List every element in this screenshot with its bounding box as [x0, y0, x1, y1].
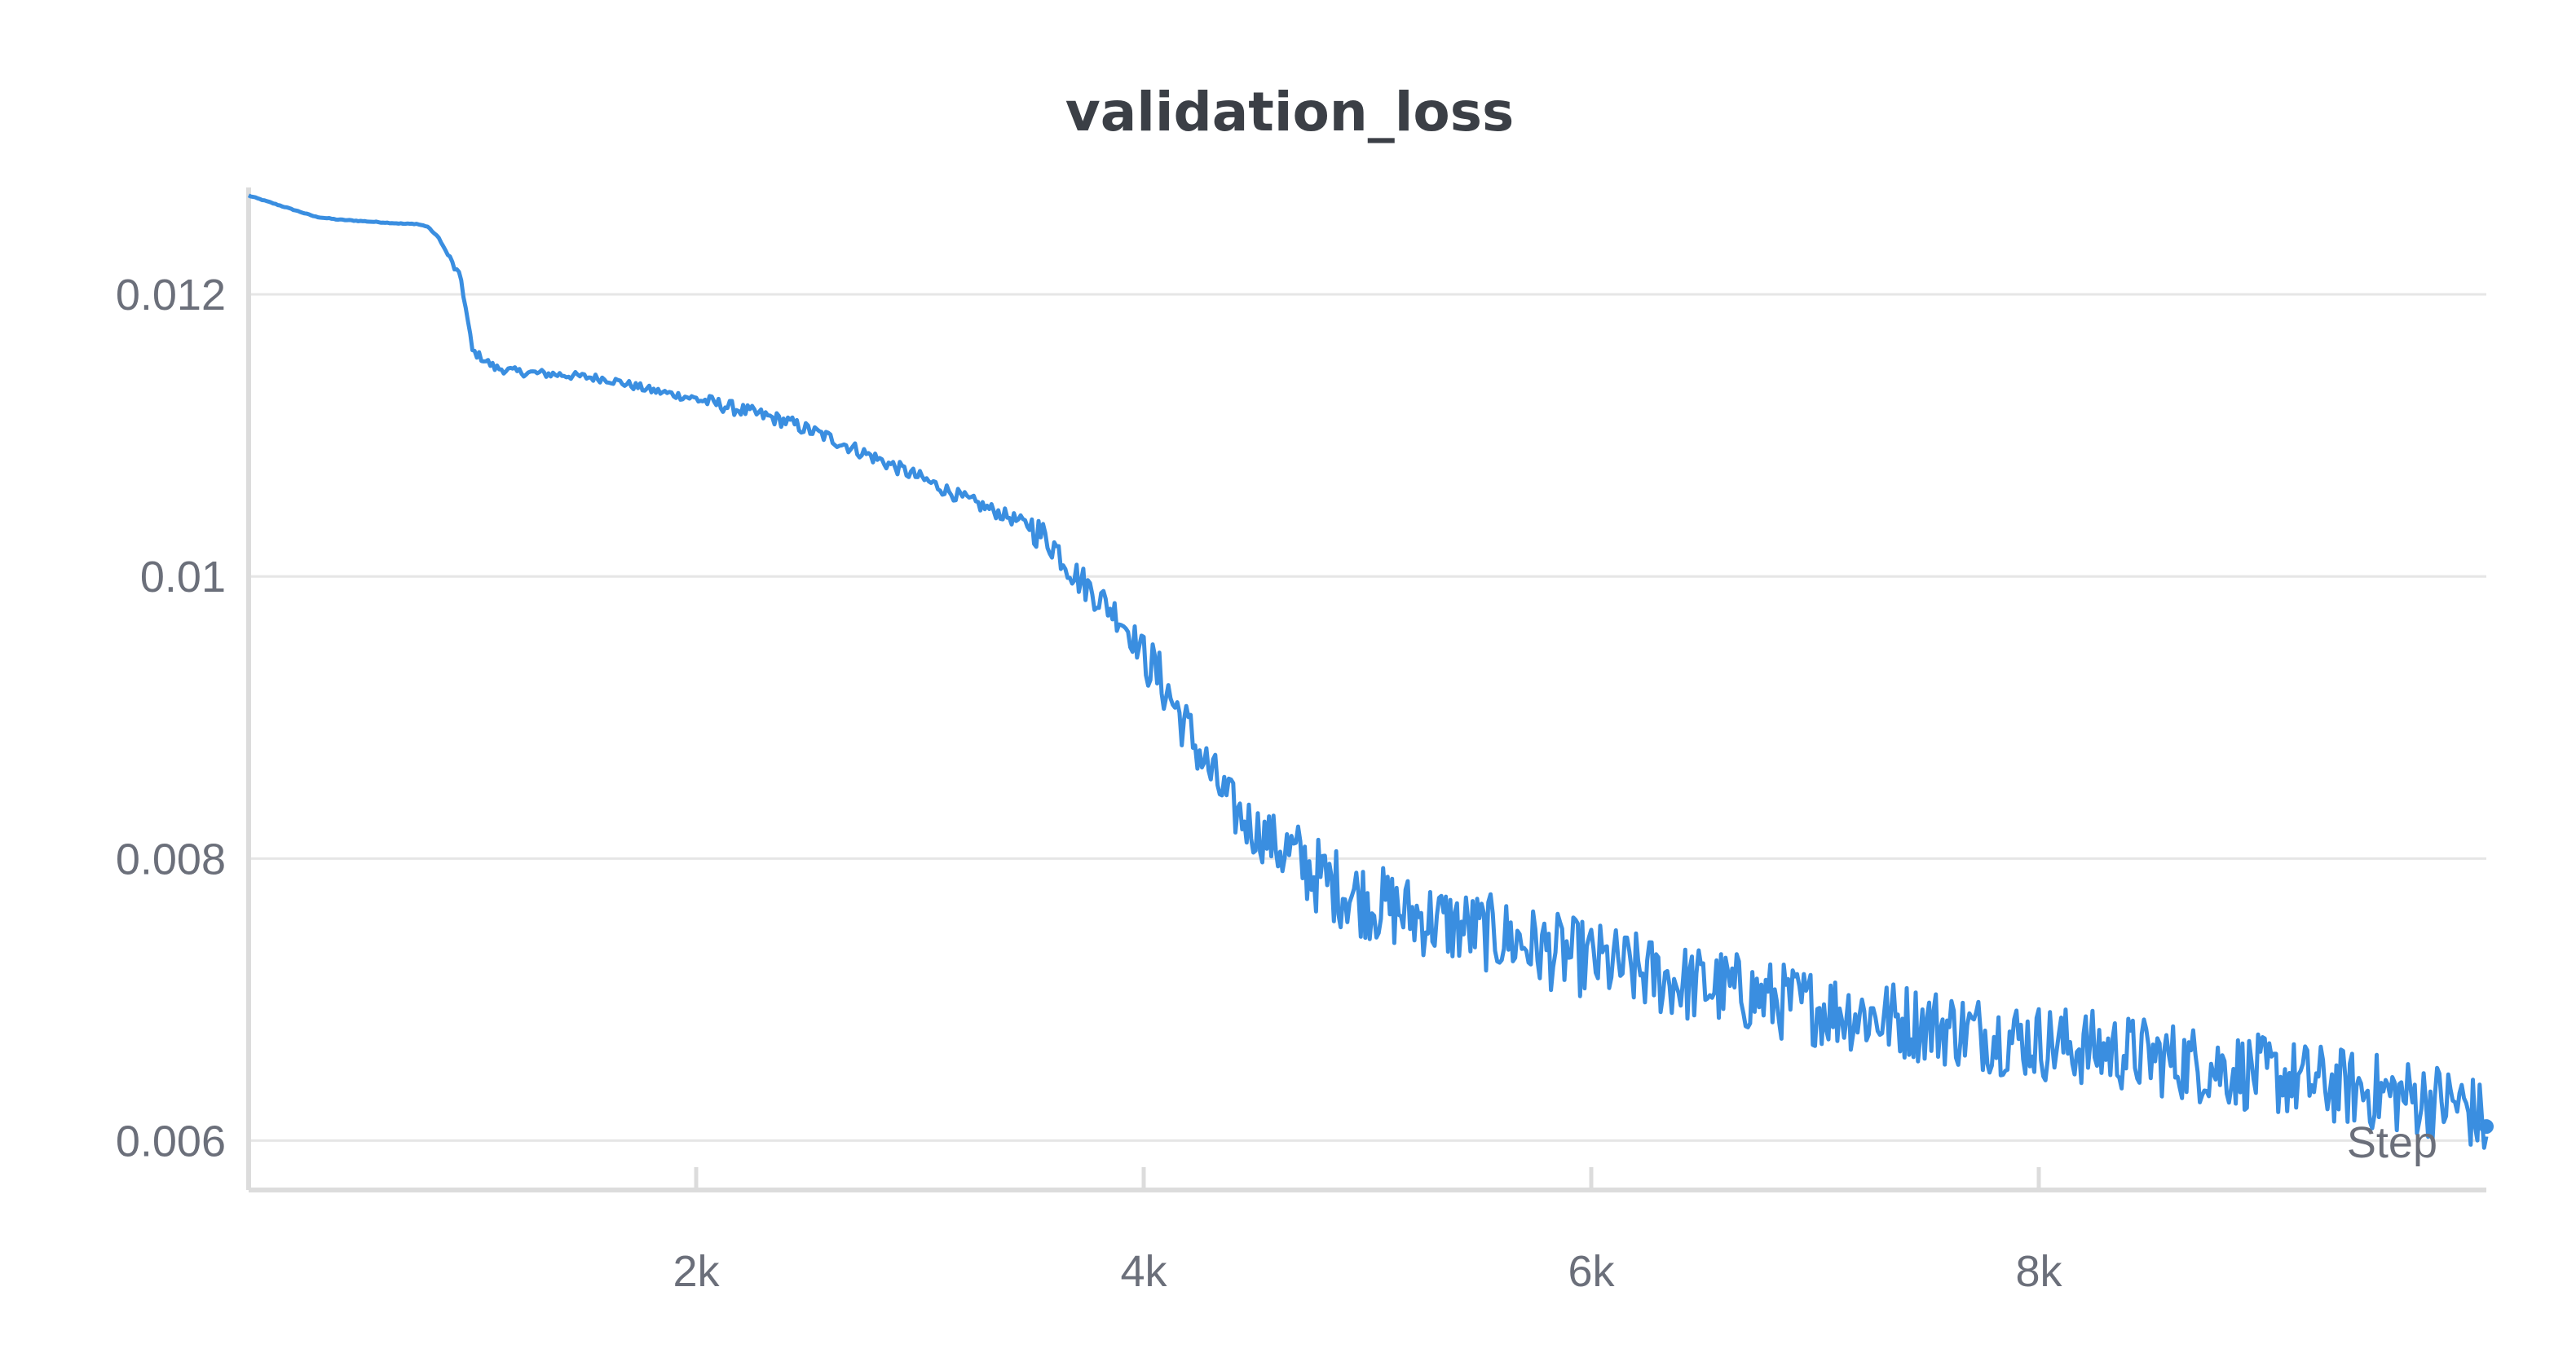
- y-tick-label: 0.01: [140, 553, 226, 602]
- x-axis-title: Step: [2347, 1118, 2437, 1167]
- y-tick-label: 0.006: [116, 1117, 226, 1166]
- chart-title: validation_loss: [1065, 81, 1515, 143]
- series-area: [247, 193, 2494, 1150]
- y-tick-label: 0.008: [116, 835, 226, 884]
- x-axis-ticks: 2k 4k 6k 8k: [673, 1167, 2063, 1296]
- x-tick-label: 6k: [1568, 1247, 1615, 1296]
- axes: [246, 187, 2486, 1192]
- grid-lines: [249, 293, 2486, 1142]
- y-tick-label: 0.012: [116, 271, 226, 320]
- series-end-point: [2479, 1119, 2494, 1135]
- series-line: [247, 193, 2489, 1150]
- x-tick-label: 8k: [2015, 1247, 2062, 1296]
- y-axis-ticks: 0.006 0.008 0.01 0.012: [116, 271, 226, 1166]
- x-tick-label: 4k: [1120, 1247, 1167, 1296]
- x-tick-label: 2k: [673, 1247, 720, 1296]
